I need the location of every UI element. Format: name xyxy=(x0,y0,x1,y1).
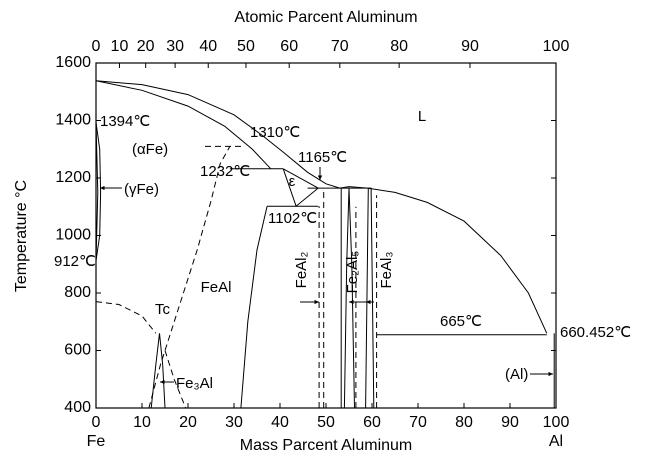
y-tick-label: 800 xyxy=(64,284,91,301)
y-tick-label: 1000 xyxy=(55,227,91,244)
x2-axis-title: Atomic Parcent Aluminum xyxy=(234,9,417,26)
annotation: 665℃ xyxy=(440,313,482,330)
x-tick-label: 80 xyxy=(455,414,473,431)
arrow-head xyxy=(548,371,553,377)
annotation: Fe₃Al xyxy=(176,375,213,392)
x2-tick-label: 0 xyxy=(92,38,101,55)
annotation: Fe₂Al₅ xyxy=(344,251,361,294)
phase-boundary xyxy=(150,333,166,409)
arrow-head xyxy=(100,185,105,191)
x-tick-label: 30 xyxy=(225,414,243,431)
y-axis-title: Temperature °C xyxy=(13,180,30,292)
annotation: 660.452℃ xyxy=(560,324,631,341)
phase-boundary xyxy=(95,80,548,334)
y-tick-label: 1400 xyxy=(55,112,91,129)
plot-frame xyxy=(95,62,557,409)
x-tick-label: 90 xyxy=(501,414,519,431)
annotation: (αFe) xyxy=(132,141,168,158)
phase-boundary xyxy=(365,187,375,409)
x2-tick-label: 90 xyxy=(461,38,479,55)
annotation: FeAl₃ xyxy=(378,252,395,289)
x-tick-label: 10 xyxy=(133,414,151,431)
annotation: 1310℃ xyxy=(250,124,300,141)
y-tick-label: 1600 xyxy=(55,54,91,71)
annotation: 1232℃ xyxy=(200,163,250,180)
x-tick-label: 70 xyxy=(409,414,427,431)
annotation: 1394℃ xyxy=(100,113,150,130)
x2-tick-label: 80 xyxy=(390,38,408,55)
y-tick-label: 1200 xyxy=(55,169,91,186)
x-tick-label: 50 xyxy=(317,414,335,431)
arrow-head xyxy=(349,299,354,305)
arrow-head xyxy=(317,175,323,180)
arrow-head xyxy=(366,299,371,305)
annotation: Tc xyxy=(155,301,171,318)
x2-tick-label: 60 xyxy=(280,38,298,55)
phase-boundary xyxy=(282,168,320,208)
annotation: 912℃ xyxy=(54,253,96,270)
phase-boundary xyxy=(95,301,157,334)
phase-boundary xyxy=(95,122,102,261)
phase-boundary xyxy=(95,80,272,170)
annotation: L xyxy=(418,108,426,125)
x-tick-label: 40 xyxy=(271,414,289,431)
x-tick-label: 60 xyxy=(363,414,381,431)
phase-boundary xyxy=(164,350,187,409)
end-label: Al xyxy=(549,433,563,450)
x2-tick-label: 30 xyxy=(166,38,184,55)
annotation: ε xyxy=(289,173,296,190)
arrow-head xyxy=(314,299,319,305)
x2-tick-label: 70 xyxy=(331,38,349,55)
y-tick-label: 400 xyxy=(64,399,91,416)
annotation: FeAl xyxy=(201,279,232,296)
x2-tick-label: 40 xyxy=(199,38,217,55)
x2-tick-label: 10 xyxy=(111,38,129,55)
x-tick-label: 0 xyxy=(92,414,101,431)
phase-boundary xyxy=(148,146,231,409)
annotation: (Al) xyxy=(505,366,528,383)
phase-boundary xyxy=(343,188,355,409)
x2-tick-label: 20 xyxy=(137,38,155,55)
x2-tick-label: 100 xyxy=(543,38,570,55)
phase-boundary xyxy=(240,206,268,409)
phase-boundary xyxy=(95,122,99,261)
annotation: 1102℃ xyxy=(268,210,317,227)
x2-tick-label: 50 xyxy=(237,38,255,55)
annotation: FeAl₂ xyxy=(293,251,310,288)
end-label: Fe xyxy=(87,433,106,450)
arrow-head xyxy=(160,379,165,385)
annotation: (γFe) xyxy=(124,181,159,198)
x-tick-label: 100 xyxy=(543,414,570,431)
y-tick-label: 600 xyxy=(64,342,91,359)
x-axis-title: Mass Parcent Aluminum xyxy=(240,437,413,454)
x-tick-label: 20 xyxy=(179,414,197,431)
annotation: 1165℃ xyxy=(298,149,347,166)
